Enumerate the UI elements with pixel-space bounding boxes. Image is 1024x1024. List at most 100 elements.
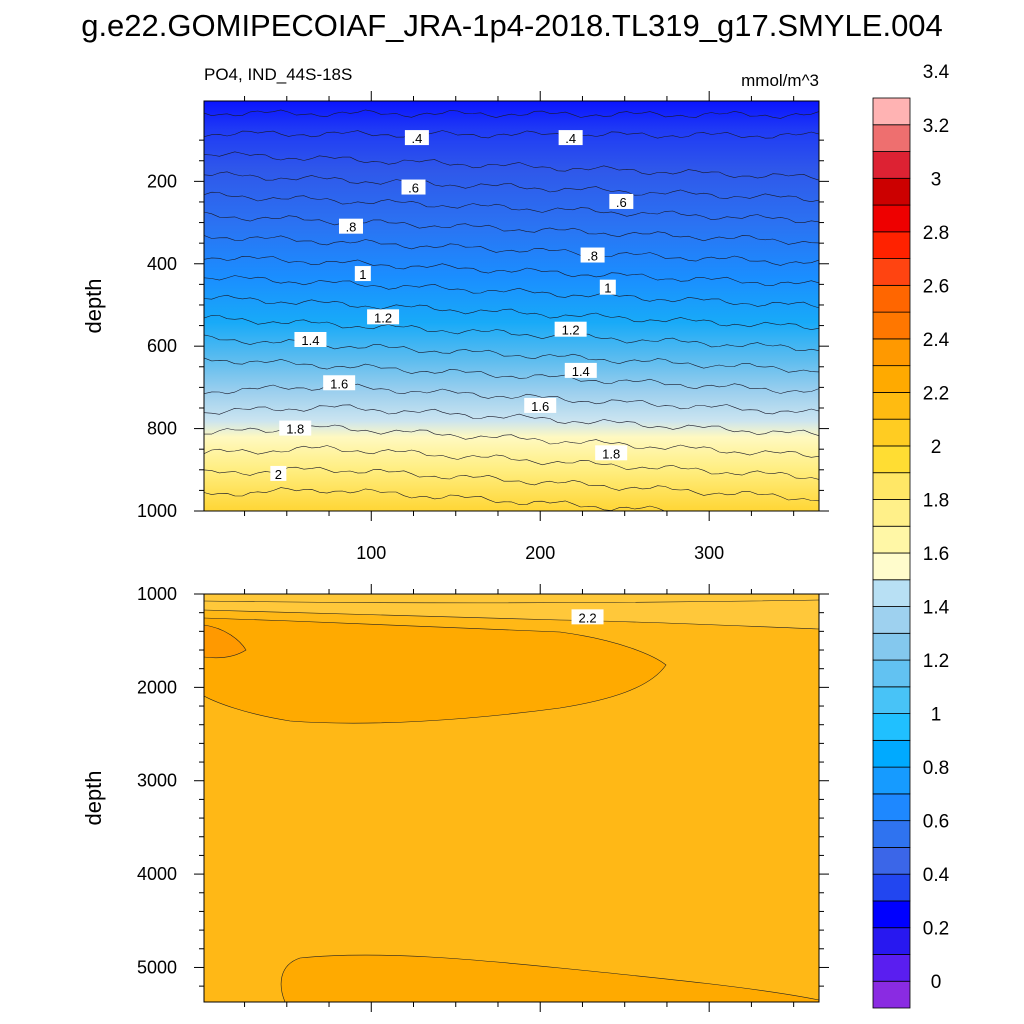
colorbar-swatch: [872, 418, 911, 447]
colorbar-swatch: [872, 177, 911, 206]
colorbar-swatch: [872, 659, 911, 688]
colorbar-swatch: [872, 606, 911, 634]
contour-label-box: [599, 279, 616, 295]
colorbar-label: 3: [931, 169, 942, 190]
contour-label-box: [571, 609, 604, 625]
contour-label: 1.2: [367, 309, 400, 325]
lower-ticks: 1000 2000 3000 4000 5000: [137, 584, 829, 1012]
colorbar-label: 0.8: [923, 758, 949, 779]
contour-label-text: 1.6: [531, 399, 549, 414]
colorbar-swatch: [872, 793, 911, 822]
contour-label-box: [270, 465, 287, 481]
contour-line: [204, 211, 819, 245]
y-tick-label: 4000: [137, 864, 177, 884]
upper-contour-labels: .4 .4 .6 .6 .8 .8 1 1 1.2 1.2 1.4 1.4 1.6 1.6 1.8 1.8 2: [270, 130, 634, 482]
colorbar: 0 0.2 0.4 0.6 0.8 1 1.2 1.4 1.6 1.8 2 2.2 2.4 2.6 2.8 3…: [872, 62, 950, 1009]
colorbar-label: 0.2: [923, 919, 949, 940]
y-tick-label: 2000: [137, 677, 177, 697]
colorbar-swatch: [872, 97, 911, 126]
contour-label-box: [401, 179, 426, 195]
y-tick-label: 400: [147, 254, 177, 274]
contour-label: 1.8: [279, 420, 312, 437]
y-tick-label: 200: [147, 171, 177, 191]
contour-label: 1.2: [554, 321, 587, 338]
contour-label-text: 1.8: [602, 446, 620, 461]
contour-line: [204, 404, 819, 436]
colorbar-swatch: [872, 124, 911, 152]
contour-label-text: 1.4: [301, 333, 319, 348]
colorbar-swatch: [872, 525, 911, 554]
contour-label-text: 2: [275, 467, 282, 482]
contour-line: [204, 487, 681, 511]
colorbar-swatch: [872, 713, 911, 741]
contour-label-text: 1.8: [286, 422, 304, 437]
contour-label-text: .8: [587, 249, 598, 264]
contour-line: [204, 315, 819, 352]
contour-label-box: [595, 445, 628, 461]
contour-line: [204, 171, 819, 203]
colorbar-label: 3.2: [923, 116, 949, 137]
colorbar-swatch: [872, 311, 911, 340]
units-label: mmol/m^3: [741, 71, 819, 90]
contour-line: [204, 255, 819, 286]
contour-label: .4: [404, 130, 429, 146]
colorbar-swatch: [872, 392, 911, 420]
colorbar-swatch: [872, 151, 911, 179]
x-tick-label: 200: [525, 543, 555, 563]
contour-label-box: [580, 247, 605, 263]
lower-deep-lobe: [204, 625, 246, 658]
contour-label-box: [367, 309, 400, 325]
colorbar-swatch: [872, 980, 911, 1009]
colorbar-label: 1.8: [923, 490, 949, 511]
colorbar-swatch: [872, 820, 911, 848]
contour-label-box: [279, 420, 312, 436]
colorbar-label: 0: [931, 972, 942, 993]
colorbar-label: 2: [931, 437, 942, 458]
upper-frame: [203, 100, 820, 512]
colorbar-swatch: [872, 766, 911, 795]
colorbar-label: 2.4: [923, 330, 950, 351]
contour-label-text: .8: [346, 220, 357, 235]
contour-label: 1.8: [595, 445, 628, 461]
colorbar-swatch: [872, 579, 911, 607]
contour-label-box: [354, 266, 371, 282]
colorbar-swatch: [872, 284, 911, 313]
colorbar-swatch: [872, 204, 911, 233]
contour-label: 1.6: [524, 397, 557, 414]
colorbar-swatch: [872, 900, 911, 929]
upper-panel: PO4, IND_44S-18S mmol/m^3 .4 .4 .6 .6 .8 .8 1 1…: [81, 65, 829, 563]
contour-label-box: [404, 130, 429, 146]
contour-label-box: [554, 321, 587, 337]
contour-label: 1.4: [294, 331, 327, 348]
contour-label: 1: [354, 266, 371, 282]
lower-bottom-lobe: [281, 955, 819, 1002]
colorbar-label: 0.4: [923, 865, 950, 886]
contour-label: .6: [401, 179, 426, 196]
x-tick-label: 300: [694, 543, 724, 563]
y-tick-label: 5000: [137, 957, 177, 977]
lower-contour-labels: 2.2: [571, 609, 604, 625]
upper-y-axis-label: depth: [81, 278, 106, 333]
y-tick-label: 1000: [137, 501, 177, 521]
contour-label-text: .4: [411, 131, 422, 146]
contour-label-text: 2.2: [578, 610, 596, 625]
contour-line: [204, 130, 819, 139]
contour-line: [204, 383, 819, 415]
contour-line: [204, 357, 819, 394]
contour-line: [204, 191, 819, 223]
contour-label-box: [524, 397, 557, 413]
colorbar-label: 1.4: [923, 598, 950, 619]
colorbar-swatch: [872, 954, 911, 982]
contour-label-box: [609, 193, 634, 209]
upper-field: [204, 101, 819, 511]
contour-label-text: 1.4: [572, 364, 590, 379]
contour-label-box: [558, 130, 583, 146]
contour-label-text: 1.2: [562, 323, 580, 338]
contour-line: [204, 445, 819, 480]
colorbar-label: 2.2: [923, 383, 949, 404]
contour-label-text: 1.6: [330, 376, 348, 391]
colorbar-swatch: [872, 231, 911, 259]
contour-line: [204, 109, 819, 119]
lower-frame: [203, 593, 820, 1003]
contour-line: [204, 294, 819, 330]
